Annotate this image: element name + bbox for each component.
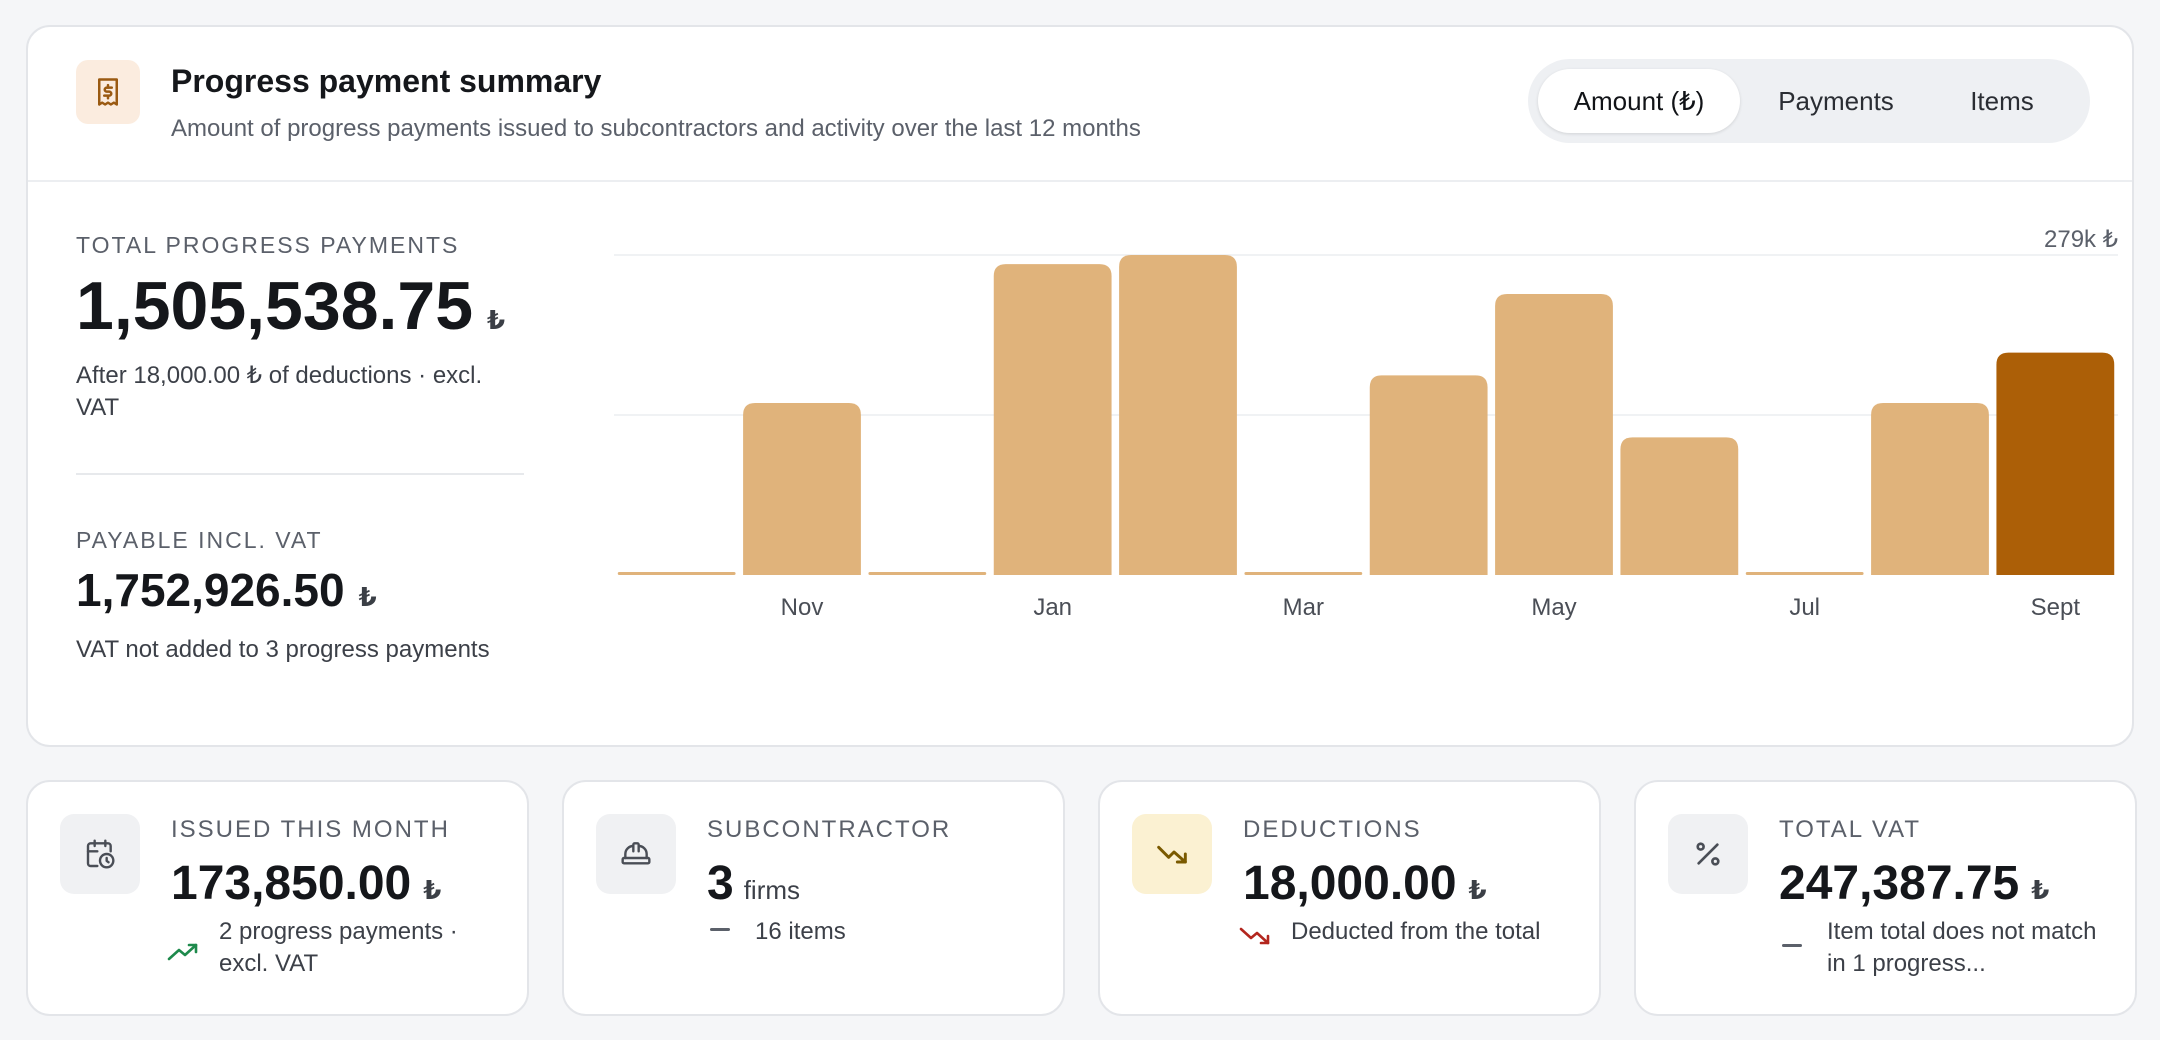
card-value: 18,000.00 ₺ (1243, 857, 1487, 910)
metric-toggle: Amount (₺) Payments Items (1528, 59, 2090, 143)
deductions-card: DEDUCTIONS 18,000.00 ₺ Deducted from the … (1098, 780, 1601, 1016)
card-value: 173,850.00 ₺ (171, 857, 442, 910)
receipt-dollar-icon (76, 60, 140, 124)
card-subtext: 16 items (755, 918, 846, 945)
percent-icon (1668, 814, 1748, 894)
dash-icon (702, 928, 736, 952)
bar-jun[interactable] (1620, 437, 1739, 575)
payable-note: VAT not added to 3 progress payments (76, 636, 490, 663)
card-label: ISSUED THIS MONTH (171, 816, 450, 843)
card-value: 3 firms (707, 857, 801, 910)
bar-dec[interactable] (868, 572, 987, 575)
x-tick-label: Jul (1789, 594, 1820, 621)
bar-apr[interactable] (1369, 375, 1488, 575)
subcontractor-card: SUBCONTRACTOR 3 firms 16 items (562, 780, 1065, 1016)
card-value: 247,387.75 ₺ (1779, 857, 2050, 910)
card-subtext: 2 progress payments · excl. VAT (219, 918, 458, 977)
payable-label: PAYABLE INCL. VAT (76, 527, 323, 553)
x-tick-label: Sept (2031, 594, 2081, 621)
progress-summary-card: Progress payment summary Amount of progr… (26, 25, 2134, 747)
total-value: 1,505,538.75 ₺ (76, 268, 506, 344)
bar-nov[interactable] (743, 402, 861, 575)
card-label: TOTAL VAT (1779, 816, 1922, 843)
bar-may[interactable] (1495, 293, 1613, 575)
issued-this-month-card: ISSUED THIS MONTH 173,850.00 ₺ 2 progress… (26, 780, 529, 1016)
hard-hat-icon (596, 814, 676, 894)
bar-sept[interactable] (1996, 352, 2115, 575)
card-header: Progress payment summary Amount of progr… (28, 27, 2132, 182)
x-tick-label: Jan (1033, 594, 1072, 621)
bar-mar[interactable] (1244, 572, 1363, 575)
card-subtext: Item total does not match in 1 progress.… (1827, 918, 2097, 977)
total-vat-card: TOTAL VAT 247,387.75 ₺ Item total does no… (1634, 780, 2137, 1016)
payable-value: 1,752,926.50 ₺ (76, 564, 377, 616)
card-label: SUBCONTRACTOR (707, 816, 952, 843)
total-label: TOTAL PROGRESS PAYMENTS (76, 232, 460, 258)
x-tick-label: Nov (781, 594, 824, 621)
tab-amount[interactable]: Amount (₺) (1538, 69, 1740, 133)
axis-max-label: 279k ₺ (2044, 226, 2118, 253)
calendar-clock-icon (60, 814, 140, 894)
x-tick-label: Mar (1283, 594, 1324, 621)
monthly-bar-chart: 279k ₺ Nov Jan Mar May Jul Sept (614, 226, 2118, 621)
total-note: After 18,000.00 ₺ of deductions · excl. … (76, 362, 483, 421)
page-subtitle: Amount of progress payments issued to su… (171, 115, 1141, 142)
bar-aug[interactable] (1871, 402, 1989, 575)
bar-jul[interactable] (1745, 572, 1864, 575)
x-tick-label: May (1531, 594, 1576, 621)
card-subtext: Deducted from the total (1291, 918, 1541, 945)
bar-jan[interactable] (993, 264, 1112, 575)
trending-up-icon (167, 943, 198, 961)
tab-payments[interactable]: Payments (1778, 85, 1894, 116)
bar-oct[interactable] (617, 572, 736, 575)
tab-items[interactable]: Items (1970, 85, 2034, 116)
trending-down-icon (1239, 927, 1270, 945)
page-title: Progress payment summary (171, 63, 602, 99)
trending-down-icon (1132, 814, 1212, 894)
bar-feb[interactable] (1119, 255, 1237, 575)
card-label: DEDUCTIONS (1243, 816, 1422, 843)
dash-icon (1774, 944, 1808, 968)
divider (76, 473, 524, 475)
